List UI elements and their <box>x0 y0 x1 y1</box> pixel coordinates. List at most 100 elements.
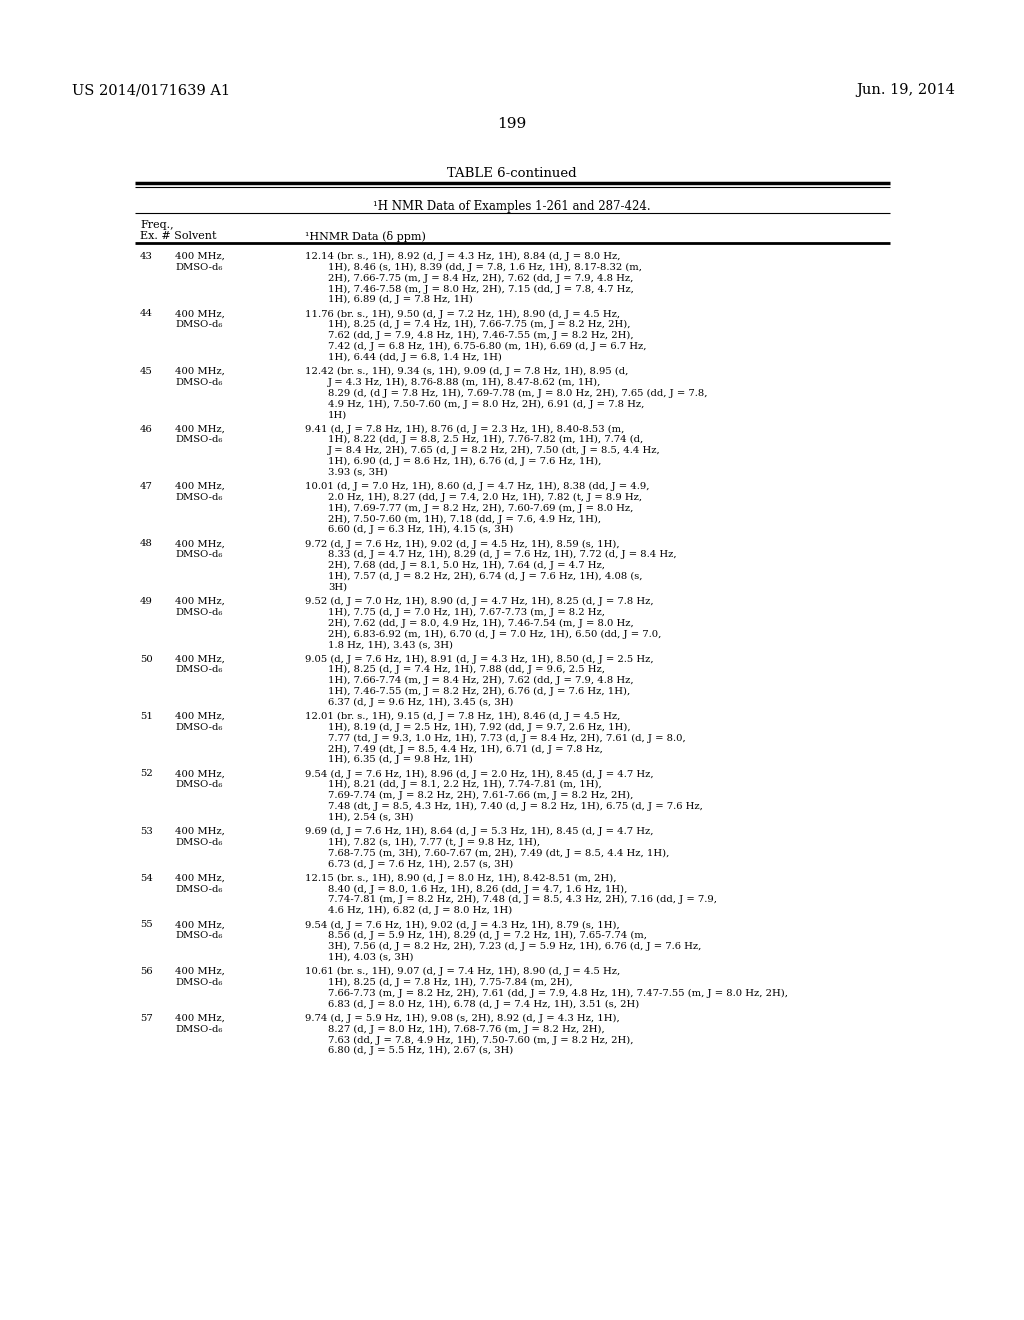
Text: 2H), 6.83-6.92 (m, 1H), 6.70 (d, J = 7.0 Hz, 1H), 6.50 (dd, J = 7.0,: 2H), 6.83-6.92 (m, 1H), 6.70 (d, J = 7.0… <box>328 630 662 639</box>
Text: Freq.,: Freq., <box>140 220 174 230</box>
Text: 55: 55 <box>140 920 153 929</box>
Text: 54: 54 <box>140 874 153 883</box>
Text: 7.42 (d, J = 6.8 Hz, 1H), 6.75-6.80 (m, 1H), 6.69 (d, J = 6.7 Hz,: 7.42 (d, J = 6.8 Hz, 1H), 6.75-6.80 (m, … <box>328 342 646 351</box>
Text: DMSO-d₆: DMSO-d₆ <box>175 931 222 940</box>
Text: 6.80 (d, J = 5.5 Hz, 1H), 2.67 (s, 3H): 6.80 (d, J = 5.5 Hz, 1H), 2.67 (s, 3H) <box>328 1047 513 1055</box>
Text: 400 MHz,: 400 MHz, <box>175 711 225 721</box>
Text: J = 4.3 Hz, 1H), 8.76-8.88 (m, 1H), 8.47-8.62 (m, 1H),: J = 4.3 Hz, 1H), 8.76-8.88 (m, 1H), 8.47… <box>328 378 601 387</box>
Text: 1H), 7.66-7.74 (m, J = 8.4 Hz, 2H), 7.62 (dd, J = 7.9, 4.8 Hz,: 1H), 7.66-7.74 (m, J = 8.4 Hz, 2H), 7.62… <box>328 676 634 685</box>
Text: 7.63 (dd, J = 7.8, 4.9 Hz, 1H), 7.50-7.60 (m, J = 8.2 Hz, 2H),: 7.63 (dd, J = 7.8, 4.9 Hz, 1H), 7.50-7.6… <box>328 1035 634 1044</box>
Text: 1H), 2.54 (s, 3H): 1H), 2.54 (s, 3H) <box>328 813 414 821</box>
Text: 3.93 (s, 3H): 3.93 (s, 3H) <box>328 467 388 477</box>
Text: 400 MHz,: 400 MHz, <box>175 597 225 606</box>
Text: 400 MHz,: 400 MHz, <box>175 968 225 975</box>
Text: 400 MHz,: 400 MHz, <box>175 540 225 549</box>
Text: 3H), 7.56 (d, J = 8.2 Hz, 2H), 7.23 (d, J = 5.9 Hz, 1H), 6.76 (d, J = 7.6 Hz,: 3H), 7.56 (d, J = 8.2 Hz, 2H), 7.23 (d, … <box>328 942 701 952</box>
Text: 12.01 (br. s., 1H), 9.15 (d, J = 7.8 Hz, 1H), 8.46 (d, J = 4.5 Hz,: 12.01 (br. s., 1H), 9.15 (d, J = 7.8 Hz,… <box>305 711 621 721</box>
Text: 9.69 (d, J = 7.6 Hz, 1H), 8.64 (d, J = 5.3 Hz, 1H), 8.45 (d, J = 4.7 Hz,: 9.69 (d, J = 7.6 Hz, 1H), 8.64 (d, J = 5… <box>305 828 653 836</box>
Text: TABLE 6-continued: TABLE 6-continued <box>447 168 577 180</box>
Text: 9.52 (d, J = 7.0 Hz, 1H), 8.90 (d, J = 4.7 Hz, 1H), 8.25 (d, J = 7.8 Hz,: 9.52 (d, J = 7.0 Hz, 1H), 8.90 (d, J = 4… <box>305 597 653 606</box>
Text: 11.76 (br. s., 1H), 9.50 (d, J = 7.2 Hz, 1H), 8.90 (d, J = 4.5 Hz,: 11.76 (br. s., 1H), 9.50 (d, J = 7.2 Hz,… <box>305 309 621 318</box>
Text: 9.41 (d, J = 7.8 Hz, 1H), 8.76 (d, J = 2.3 Hz, 1H), 8.40-8.53 (m,: 9.41 (d, J = 7.8 Hz, 1H), 8.76 (d, J = 2… <box>305 425 625 434</box>
Text: ¹HNMR Data (δ ppm): ¹HNMR Data (δ ppm) <box>305 231 426 242</box>
Text: 6.83 (d, J = 8.0 Hz, 1H), 6.78 (d, J = 7.4 Hz, 1H), 3.51 (s, 2H): 6.83 (d, J = 8.0 Hz, 1H), 6.78 (d, J = 7… <box>328 999 639 1008</box>
Text: DMSO-d₆: DMSO-d₆ <box>175 838 222 847</box>
Text: 400 MHz,: 400 MHz, <box>175 828 225 836</box>
Text: 45: 45 <box>140 367 153 376</box>
Text: DMSO-d₆: DMSO-d₆ <box>175 321 222 329</box>
Text: 2H), 7.62 (dd, J = 8.0, 4.9 Hz, 1H), 7.46-7.54 (m, J = 8.0 Hz,: 2H), 7.62 (dd, J = 8.0, 4.9 Hz, 1H), 7.4… <box>328 619 634 628</box>
Text: 1H), 7.46-7.58 (m, J = 8.0 Hz, 2H), 7.15 (dd, J = 7.8, 4.7 Hz,: 1H), 7.46-7.58 (m, J = 8.0 Hz, 2H), 7.15… <box>328 284 634 293</box>
Text: 400 MHz,: 400 MHz, <box>175 309 225 318</box>
Text: 7.62 (dd, J = 7.9, 4.8 Hz, 1H), 7.46-7.55 (m, J = 8.2 Hz, 2H),: 7.62 (dd, J = 7.9, 4.8 Hz, 1H), 7.46-7.5… <box>328 331 634 341</box>
Text: 51: 51 <box>140 711 153 721</box>
Text: 10.61 (br. s., 1H), 9.07 (d, J = 7.4 Hz, 1H), 8.90 (d, J = 4.5 Hz,: 10.61 (br. s., 1H), 9.07 (d, J = 7.4 Hz,… <box>305 968 621 977</box>
Text: DMSO-d₆: DMSO-d₆ <box>175 884 222 894</box>
Text: 3H): 3H) <box>328 582 347 591</box>
Text: 400 MHz,: 400 MHz, <box>175 655 225 664</box>
Text: 53: 53 <box>140 828 153 836</box>
Text: 1H), 6.90 (d, J = 8.6 Hz, 1H), 6.76 (d, J = 7.6 Hz, 1H),: 1H), 6.90 (d, J = 8.6 Hz, 1H), 6.76 (d, … <box>328 457 601 466</box>
Text: 1H), 7.75 (d, J = 7.0 Hz, 1H), 7.67-7.73 (m, J = 8.2 Hz,: 1H), 7.75 (d, J = 7.0 Hz, 1H), 7.67-7.73… <box>328 607 605 616</box>
Text: 7.69-7.74 (m, J = 8.2 Hz, 2H), 7.61-7.66 (m, J = 8.2 Hz, 2H),: 7.69-7.74 (m, J = 8.2 Hz, 2H), 7.61-7.66… <box>328 791 634 800</box>
Text: 44: 44 <box>140 309 153 318</box>
Text: 1H), 4.03 (s, 3H): 1H), 4.03 (s, 3H) <box>328 953 414 962</box>
Text: DMSO-d₆: DMSO-d₆ <box>175 378 222 387</box>
Text: 400 MHz,: 400 MHz, <box>175 920 225 929</box>
Text: 9.05 (d, J = 7.6 Hz, 1H), 8.91 (d, J = 4.3 Hz, 1H), 8.50 (d, J = 2.5 Hz,: 9.05 (d, J = 7.6 Hz, 1H), 8.91 (d, J = 4… <box>305 655 653 664</box>
Text: 7.74-7.81 (m, J = 8.2 Hz, 2H), 7.48 (d, J = 8.5, 4.3 Hz, 2H), 7.16 (dd, J = 7.9,: 7.74-7.81 (m, J = 8.2 Hz, 2H), 7.48 (d, … <box>328 895 717 904</box>
Text: 1H), 7.46-7.55 (m, J = 8.2 Hz, 2H), 6.76 (d, J = 7.6 Hz, 1H),: 1H), 7.46-7.55 (m, J = 8.2 Hz, 2H), 6.76… <box>328 686 630 696</box>
Text: DMSO-d₆: DMSO-d₆ <box>175 550 222 560</box>
Text: 1H), 6.44 (dd, J = 6.8, 1.4 Hz, 1H): 1H), 6.44 (dd, J = 6.8, 1.4 Hz, 1H) <box>328 352 502 362</box>
Text: 7.77 (td, J = 9.3, 1.0 Hz, 1H), 7.73 (d, J = 8.4 Hz, 2H), 7.61 (d, J = 8.0,: 7.77 (td, J = 9.3, 1.0 Hz, 1H), 7.73 (d,… <box>328 734 686 743</box>
Text: 1H), 7.57 (d, J = 8.2 Hz, 2H), 6.74 (d, J = 7.6 Hz, 1H), 4.08 (s,: 1H), 7.57 (d, J = 8.2 Hz, 2H), 6.74 (d, … <box>328 572 642 581</box>
Text: 9.54 (d, J = 7.6 Hz, 1H), 9.02 (d, J = 4.3 Hz, 1H), 8.79 (s, 1H),: 9.54 (d, J = 7.6 Hz, 1H), 9.02 (d, J = 4… <box>305 920 620 929</box>
Text: 56: 56 <box>140 968 153 975</box>
Text: 12.15 (br. s., 1H), 8.90 (d, J = 8.0 Hz, 1H), 8.42-8.51 (m, 2H),: 12.15 (br. s., 1H), 8.90 (d, J = 8.0 Hz,… <box>305 874 616 883</box>
Text: 8.27 (d, J = 8.0 Hz, 1H), 7.68-7.76 (m, J = 8.2 Hz, 2H),: 8.27 (d, J = 8.0 Hz, 1H), 7.68-7.76 (m, … <box>328 1024 605 1034</box>
Text: 2H), 7.49 (dt, J = 8.5, 4.4 Hz, 1H), 6.71 (d, J = 7.8 Hz,: 2H), 7.49 (dt, J = 8.5, 4.4 Hz, 1H), 6.7… <box>328 744 603 754</box>
Text: 7.66-7.73 (m, J = 8.2 Hz, 2H), 7.61 (dd, J = 7.9, 4.8 Hz, 1H), 7.47-7.55 (m, J =: 7.66-7.73 (m, J = 8.2 Hz, 2H), 7.61 (dd,… <box>328 989 788 998</box>
Text: J = 8.4 Hz, 2H), 7.65 (d, J = 8.2 Hz, 2H), 7.50 (dt, J = 8.5, 4.4 Hz,: J = 8.4 Hz, 2H), 7.65 (d, J = 8.2 Hz, 2H… <box>328 446 660 455</box>
Text: 50: 50 <box>140 655 153 664</box>
Text: 4.6 Hz, 1H), 6.82 (d, J = 8.0 Hz, 1H): 4.6 Hz, 1H), 6.82 (d, J = 8.0 Hz, 1H) <box>328 906 512 915</box>
Text: 400 MHz,: 400 MHz, <box>175 367 225 376</box>
Text: 1H), 7.69-7.77 (m, J = 8.2 Hz, 2H), 7.60-7.69 (m, J = 8.0 Hz,: 1H), 7.69-7.77 (m, J = 8.2 Hz, 2H), 7.60… <box>328 504 634 512</box>
Text: 48: 48 <box>140 540 153 549</box>
Text: 1H), 7.82 (s, 1H), 7.77 (t, J = 9.8 Hz, 1H),: 1H), 7.82 (s, 1H), 7.77 (t, J = 9.8 Hz, … <box>328 838 540 847</box>
Text: DMSO-d₆: DMSO-d₆ <box>175 780 222 789</box>
Text: 1H), 8.25 (d, J = 7.4 Hz, 1H), 7.88 (dd, J = 9.6, 2.5 Hz,: 1H), 8.25 (d, J = 7.4 Hz, 1H), 7.88 (dd,… <box>328 665 605 675</box>
Text: 400 MHz,: 400 MHz, <box>175 770 225 779</box>
Text: 43: 43 <box>140 252 153 261</box>
Text: DMSO-d₆: DMSO-d₆ <box>175 665 222 675</box>
Text: 12.14 (br. s., 1H), 8.92 (d, J = 4.3 Hz, 1H), 8.84 (d, J = 8.0 Hz,: 12.14 (br. s., 1H), 8.92 (d, J = 4.3 Hz,… <box>305 252 621 261</box>
Text: 400 MHz,: 400 MHz, <box>175 482 225 491</box>
Text: 2.0 Hz, 1H), 8.27 (dd, J = 7.4, 2.0 Hz, 1H), 7.82 (t, J = 8.9 Hz,: 2.0 Hz, 1H), 8.27 (dd, J = 7.4, 2.0 Hz, … <box>328 492 642 502</box>
Text: DMSO-d₆: DMSO-d₆ <box>175 723 222 731</box>
Text: 8.40 (d, J = 8.0, 1.6 Hz, 1H), 8.26 (dd, J = 4.7, 1.6 Hz, 1H),: 8.40 (d, J = 8.0, 1.6 Hz, 1H), 8.26 (dd,… <box>328 884 628 894</box>
Text: DMSO-d₆: DMSO-d₆ <box>175 1024 222 1034</box>
Text: 7.68-7.75 (m, 3H), 7.60-7.67 (m, 2H), 7.49 (dt, J = 8.5, 4.4 Hz, 1H),: 7.68-7.75 (m, 3H), 7.60-7.67 (m, 2H), 7.… <box>328 849 670 858</box>
Text: 1H): 1H) <box>328 411 347 420</box>
Text: Ex. # Solvent: Ex. # Solvent <box>140 231 216 242</box>
Text: 6.37 (d, J = 9.6 Hz, 1H), 3.45 (s, 3H): 6.37 (d, J = 9.6 Hz, 1H), 3.45 (s, 3H) <box>328 698 513 706</box>
Text: DMSO-d₆: DMSO-d₆ <box>175 492 222 502</box>
Text: 8.29 (d, (d J = 7.8 Hz, 1H), 7.69-7.78 (m, J = 8.0 Hz, 2H), 7.65 (dd, J = 7.8,: 8.29 (d, (d J = 7.8 Hz, 1H), 7.69-7.78 (… <box>328 388 708 397</box>
Text: 46: 46 <box>140 425 153 433</box>
Text: 400 MHz,: 400 MHz, <box>175 1014 225 1023</box>
Text: 47: 47 <box>140 482 153 491</box>
Text: 1H), 8.21 (dd, J = 8.1, 2.2 Hz, 1H), 7.74-7.81 (m, 1H),: 1H), 8.21 (dd, J = 8.1, 2.2 Hz, 1H), 7.7… <box>328 780 602 789</box>
Text: 1H), 8.19 (d, J = 2.5 Hz, 1H), 7.92 (dd, J = 9.7, 2.6 Hz, 1H),: 1H), 8.19 (d, J = 2.5 Hz, 1H), 7.92 (dd,… <box>328 723 631 731</box>
Text: 199: 199 <box>498 117 526 131</box>
Text: 1H), 6.35 (d, J = 9.8 Hz, 1H): 1H), 6.35 (d, J = 9.8 Hz, 1H) <box>328 755 473 764</box>
Text: 400 MHz,: 400 MHz, <box>175 874 225 883</box>
Text: 1.8 Hz, 1H), 3.43 (s, 3H): 1.8 Hz, 1H), 3.43 (s, 3H) <box>328 640 453 649</box>
Text: 10.01 (d, J = 7.0 Hz, 1H), 8.60 (d, J = 4.7 Hz, 1H), 8.38 (dd, J = 4.9,: 10.01 (d, J = 7.0 Hz, 1H), 8.60 (d, J = … <box>305 482 649 491</box>
Text: 9.54 (d, J = 7.6 Hz, 1H), 8.96 (d, J = 2.0 Hz, 1H), 8.45 (d, J = 4.7 Hz,: 9.54 (d, J = 7.6 Hz, 1H), 8.96 (d, J = 2… <box>305 770 653 779</box>
Text: 6.73 (d, J = 7.6 Hz, 1H), 2.57 (s, 3H): 6.73 (d, J = 7.6 Hz, 1H), 2.57 (s, 3H) <box>328 859 513 869</box>
Text: 4.9 Hz, 1H), 7.50-7.60 (m, J = 8.0 Hz, 2H), 6.91 (d, J = 7.8 Hz,: 4.9 Hz, 1H), 7.50-7.60 (m, J = 8.0 Hz, 2… <box>328 400 644 408</box>
Text: US 2014/0171639 A1: US 2014/0171639 A1 <box>72 83 230 96</box>
Text: 49: 49 <box>140 597 153 606</box>
Text: 57: 57 <box>140 1014 153 1023</box>
Text: DMSO-d₆: DMSO-d₆ <box>175 978 222 987</box>
